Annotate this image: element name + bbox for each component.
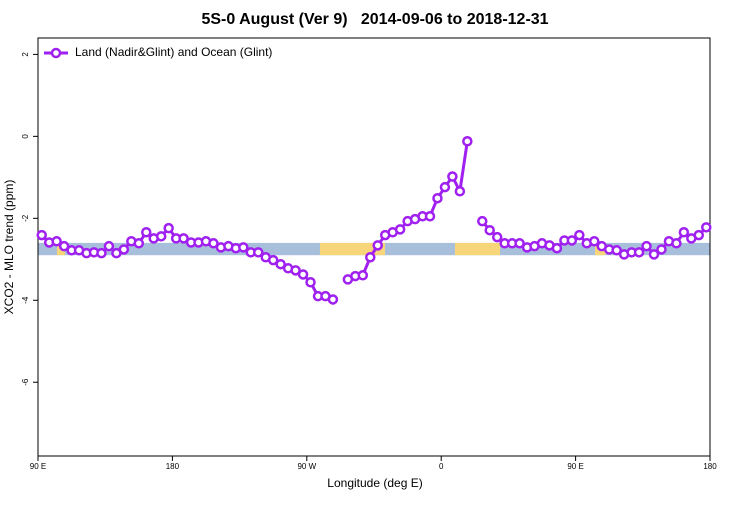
data-point (327, 294, 339, 305)
data-point (267, 254, 279, 266)
data-point (51, 236, 62, 247)
data-point (477, 215, 488, 227)
data-point (118, 244, 130, 255)
y-tick-label: -2 (21, 214, 30, 222)
legend-marker (50, 47, 62, 59)
data-point (208, 238, 219, 249)
data-point (365, 251, 376, 263)
chart-title: 5S-0 August (Ver 9) 2014-09-06 to 2018-1… (201, 11, 548, 28)
x-tick-label: 90 E (30, 462, 46, 471)
data-point (589, 236, 600, 247)
y-tick-label: -6 (21, 378, 30, 386)
x-axis-label: Longitude (deg E) (327, 476, 422, 490)
x-tick-label: 180 (703, 462, 717, 471)
data-point (372, 240, 383, 251)
data-point (514, 238, 525, 249)
data-point (574, 229, 585, 241)
y-axis-label: XCO2 - MLO trend (ppm) (2, 180, 16, 315)
data-point (357, 270, 369, 281)
data-point (648, 249, 660, 260)
data-point (656, 244, 667, 255)
data-point (633, 247, 645, 258)
data-point (36, 229, 47, 241)
data-point (238, 242, 249, 253)
data-point (424, 211, 436, 222)
y-tick-label: -4 (21, 296, 30, 304)
data-point (551, 242, 563, 254)
x-tick-label: 0 (439, 462, 444, 471)
data-point (432, 192, 443, 204)
data-point (178, 233, 189, 244)
data-point (671, 238, 682, 249)
data-point (290, 265, 301, 276)
data-point (163, 222, 174, 234)
y-tick-label: 2 (21, 52, 30, 57)
data-point (96, 247, 107, 259)
data-point (58, 240, 70, 252)
data-point (133, 238, 145, 249)
data-point (305, 276, 316, 288)
x-tick-label: 90 E (567, 462, 583, 471)
plot-frame (37, 37, 711, 457)
x-tick-label: 90 W (297, 462, 316, 471)
ocean-band (454, 242, 501, 256)
data-point (103, 240, 115, 252)
ocean-band (319, 242, 386, 256)
data-point (611, 245, 622, 256)
data-point (394, 224, 406, 235)
series-line (40, 141, 708, 301)
y-tick-label: 0 (21, 134, 30, 139)
legend-label: Land (Nadir&Glint) and Ocean (Glint) (75, 45, 272, 59)
x-tick-label: 180 (166, 462, 180, 471)
data-point (253, 247, 264, 258)
data-point (454, 186, 466, 197)
data-point (155, 231, 167, 242)
data-point (678, 226, 690, 238)
data-point (484, 224, 495, 236)
data-point (491, 231, 503, 243)
data-point (693, 229, 705, 241)
data-point (141, 226, 152, 238)
data-point (275, 258, 286, 270)
data-point (641, 240, 652, 252)
data-point (439, 181, 451, 193)
data-point (566, 235, 578, 246)
data-point (701, 222, 712, 233)
data-point (297, 269, 309, 280)
data-point (447, 171, 458, 182)
data-point (462, 136, 473, 147)
